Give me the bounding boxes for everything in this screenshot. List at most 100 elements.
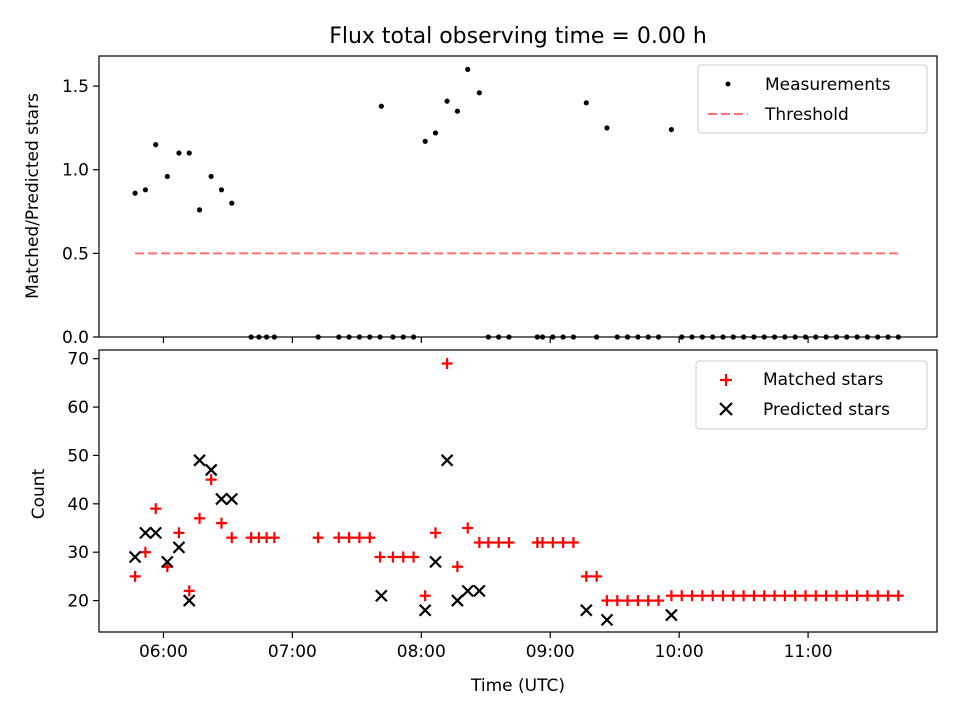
measurements-point — [604, 125, 610, 131]
legend-matched-marker — [720, 374, 732, 386]
matched-stars-point — [653, 595, 665, 607]
count-plot-data — [128, 358, 904, 627]
count-y-tick-label: 70 — [67, 350, 89, 370]
predicted-stars-point — [375, 589, 388, 602]
measurements-point — [208, 173, 214, 180]
legend-predicted-marker — [719, 402, 733, 416]
matched-stars-point — [738, 590, 750, 602]
measurements-point — [668, 126, 675, 133]
matched-stars-point — [810, 590, 822, 602]
matched-stars-point — [205, 474, 217, 486]
matched-stars-point — [429, 527, 441, 539]
matched-stars-point — [611, 595, 623, 607]
measurements-point — [432, 130, 439, 136]
matched-stars-point — [374, 551, 386, 563]
matched-stars-point — [892, 590, 904, 602]
ratio-y-tick-label: 1.0 — [62, 161, 89, 181]
matched-stars-point — [493, 537, 505, 549]
ratio-chart-title: Flux total observing time = 0.00 h — [329, 24, 707, 49]
legend-predicted-label: Predicted stars — [763, 400, 890, 420]
predicted-stars-point — [182, 594, 196, 607]
legend-threshold-label: Threshold — [764, 105, 849, 125]
matched-stars-point — [642, 595, 654, 607]
count-y-axis-label: Count — [29, 468, 49, 519]
matched-stars-point — [183, 585, 195, 597]
count-y-tick-label: 50 — [67, 446, 89, 466]
ratio-axes: 0.0 0.5 1.0 1.5 — [62, 55, 938, 348]
matched-stars-point — [841, 590, 853, 602]
matched-stars-point — [632, 595, 644, 607]
predicted-stars-point — [149, 526, 163, 540]
predicted-stars-point — [215, 492, 228, 506]
x-tick-label: 10:00 — [655, 642, 704, 662]
measurements-point — [465, 66, 471, 72]
measurements-point — [218, 187, 225, 193]
matched-stars-point — [333, 532, 345, 544]
measurements-point — [229, 200, 235, 206]
matched-stars-point — [748, 590, 760, 602]
measurements-point — [186, 150, 192, 156]
matched-stars-point — [779, 590, 791, 602]
measurements-point — [176, 150, 182, 156]
predicted-stars-point — [225, 492, 239, 506]
matched-stars-point — [686, 590, 698, 602]
matched-stars-point — [707, 590, 719, 602]
measurements-point — [132, 190, 138, 196]
predicted-stars-point — [451, 594, 464, 607]
predicted-stars-point — [461, 584, 474, 598]
matched-stars-point — [789, 590, 801, 602]
matched-stars-point — [150, 503, 162, 515]
count-axes: 20 30 40 50 60 70 06:00 07:00 08:00 09:00 10:00 11:… — [67, 349, 938, 662]
matched-stars-point — [861, 590, 873, 602]
ratio-axes-frame — [98, 55, 938, 338]
predicted-stars-point — [204, 463, 218, 477]
predicted-stars-point — [128, 550, 142, 564]
matched-stars-point — [872, 590, 884, 602]
predicted-stars-point — [429, 555, 442, 569]
matched-stars-point — [173, 527, 185, 539]
matched-stars-point — [601, 595, 613, 607]
matched-stars-point — [676, 590, 688, 602]
measurements-point — [476, 90, 482, 96]
count-y-tick-label: 40 — [67, 495, 89, 515]
matched-stars-point — [696, 590, 708, 602]
matched-stars-point — [717, 590, 729, 602]
count-legend-box — [695, 360, 928, 430]
matched-stars-point — [462, 522, 474, 534]
matched-stars-point — [567, 537, 579, 549]
matched-stars-point — [139, 546, 151, 558]
matched-stars-point — [830, 590, 842, 602]
predicted-stars-point — [172, 541, 186, 554]
matched-stars-point — [503, 537, 515, 549]
predicted-stars-point — [161, 555, 174, 569]
matched-stars-point — [343, 532, 355, 544]
matched-stars-point — [268, 532, 280, 544]
measurements-point — [378, 103, 384, 109]
matched-stars-point — [769, 590, 781, 602]
matched-stars-point — [547, 537, 559, 549]
ratio-y-tick-label: 1.5 — [62, 77, 89, 97]
count-axes-frame — [98, 349, 938, 633]
matched-stars-point — [364, 532, 376, 544]
predicted-stars-point — [139, 526, 152, 540]
measurements-point — [153, 142, 159, 148]
x-tick-label: 07:00 — [268, 642, 317, 662]
matched-stars-point — [591, 570, 603, 582]
x-tick-label: 08:00 — [397, 642, 446, 662]
measurements-point — [454, 108, 461, 114]
count-panel: 20 30 40 50 60 70 06:00 07:00 08:00 09:00 10:00 11:… — [29, 349, 938, 696]
matched-stars-point — [226, 532, 238, 544]
matched-stars-point — [536, 537, 548, 549]
matched-stars-point — [580, 570, 592, 582]
matched-stars-point — [312, 532, 324, 544]
measurements-point — [196, 207, 203, 213]
matched-stars-point — [451, 561, 463, 573]
legend-matched-label: Matched stars — [763, 370, 883, 390]
ratio-panel: Flux total observing time = 0.00 h 0.00.… — [23, 24, 938, 348]
ratio-legend: Measurements Threshold — [697, 64, 928, 134]
measurements-point — [164, 173, 170, 180]
predicted-stars-point — [580, 603, 593, 617]
measurements-point — [583, 100, 589, 106]
ratio-y-tick-label: 0.5 — [62, 244, 89, 264]
